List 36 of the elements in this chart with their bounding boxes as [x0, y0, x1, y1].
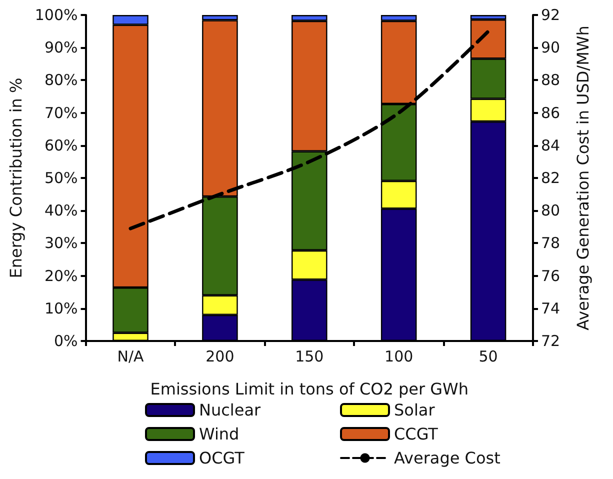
y2-tick-label: 78 [541, 234, 560, 252]
y2-tick-label: 74 [541, 299, 560, 318]
y-axis-title: Energy Contribution in % [6, 78, 26, 278]
y-tick-label: 60% [44, 136, 78, 154]
x-tick-label: 150 [295, 348, 324, 366]
y2-tick-label: 90 [541, 38, 560, 57]
y-tick-label: 10% [44, 299, 78, 318]
y-tick-label: 0% [54, 332, 78, 350]
x-tick-label: 100 [384, 348, 414, 366]
x-axis-title: Emissions Limit in tons of CO2 per GWh [150, 380, 468, 398]
y-tick-label: 90% [44, 38, 78, 57]
y2-tick-label: 92 [541, 6, 560, 24]
legend-label: Solar [394, 400, 436, 420]
legend-label: OCGT [199, 448, 245, 468]
legend-label: Nuclear [199, 400, 261, 420]
y-tick-label: 20% [44, 266, 78, 285]
y2-tick-label: 82 [541, 169, 560, 187]
y-tick-label: 70% [44, 104, 78, 122]
y2-tick-label: 80 [541, 202, 560, 220]
y-tick-label: 80% [44, 71, 78, 90]
y2-tick-label: 72 [541, 332, 560, 350]
legend-label: Wind [199, 424, 240, 444]
x-tick-label: 200 [206, 348, 234, 366]
y-tick-label: 100% [34, 6, 78, 24]
legend-label: CCGT [394, 424, 438, 444]
x-tick-label: N/A [117, 348, 145, 366]
y2-tick-label: 88 [541, 71, 560, 90]
y2-axis-title: Average Generation Cost in USD/MWh [574, 26, 592, 330]
y2-tick-label: 86 [541, 104, 560, 122]
y-tick-label: 30% [44, 234, 78, 252]
y-tick-label: 40% [44, 202, 78, 220]
y2-tick-label: 76 [541, 266, 560, 285]
y2-tick-label: 84 [541, 136, 560, 154]
x-tick-label: 50 [478, 348, 498, 366]
y-tick-label: 50% [44, 169, 78, 187]
legend-label: Average Cost [394, 448, 500, 468]
